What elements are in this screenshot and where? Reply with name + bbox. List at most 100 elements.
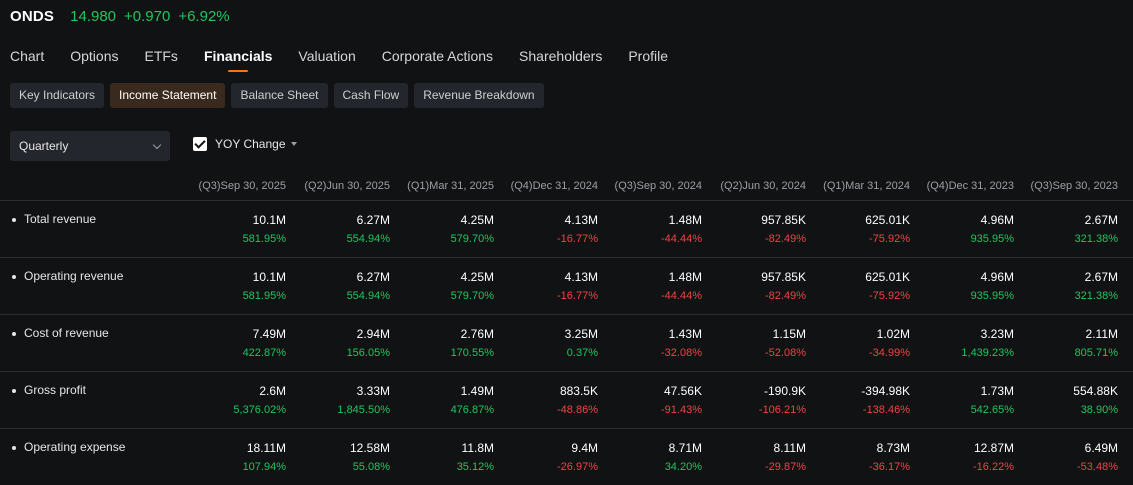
cell-value: 4.25M [460,213,494,227]
cell-yoy-change: -138.46% [862,404,910,416]
cell-value: 12.87M [973,441,1014,455]
tab-profile[interactable]: Profile [628,48,669,64]
cell-value: 2.67M [1084,270,1118,284]
cell-value: 4.96M [980,213,1014,227]
cell-yoy-change: -91.43% [661,404,702,416]
chevron-down-icon [152,140,162,150]
cell-value: 3.33M [356,384,390,398]
cell-yoy-change: 34.20% [664,461,702,473]
cell-value: 47.56K [663,384,702,398]
bullet-icon [12,275,16,279]
cell-yoy-change: -36.17% [869,461,910,473]
cell-value: 2.94M [356,327,390,341]
cell-yoy-change: 579.70% [450,233,494,245]
table-row[interactable]: Total revenue 10.1M 581.95% 6.27M 554.94% 4.2… [0,201,1133,258]
cell-value: 11.8M [461,441,494,455]
cell-yoy-change: 55.08% [352,461,390,473]
cell-value: 4.25M [460,270,494,284]
column-header: (Q3)Sep 30, 2024 [614,180,702,192]
cell-yoy-change: -75.92% [869,290,910,302]
cell-yoy-change: -16.22% [973,461,1014,473]
cell-value: 12.58M [349,441,390,455]
cell-value: 18.11M [246,441,286,455]
column-header: (Q1)Mar 31, 2024 [823,180,910,192]
tab-chart[interactable]: Chart [10,48,45,64]
tab-shareholders[interactable]: Shareholders [519,48,603,64]
table-row[interactable]: Gross profit 2.6M 5,376.02% 3.33M 1,845.50% 1… [0,372,1133,429]
subtab-revenue-breakdown[interactable]: Revenue Breakdown [414,83,544,108]
cell-yoy-change: 321.38% [1074,233,1118,245]
cell-yoy-change: -44.44% [661,233,702,245]
cell-yoy-change: -106.21% [758,404,806,416]
cell-yoy-change: 156.05% [346,347,390,359]
cell-value: 2.11M [1085,327,1118,341]
column-header: (Q2)Jun 30, 2024 [720,180,806,192]
cell-yoy-change: 1,845.50% [337,404,390,416]
cell-value: 2.76M [460,327,494,341]
caret-down-icon[interactable] [290,142,297,146]
cell-yoy-change: 805.71% [1074,347,1118,359]
cell-value: 957.85K [761,270,806,284]
table-row[interactable]: Operating expense 18.11M 107.94% 12.58M 55.0… [0,429,1133,485]
cell-yoy-change: 321.38% [1074,290,1118,302]
cell-yoy-change: -44.44% [661,290,702,302]
cell-yoy-change: -82.49% [765,290,806,302]
cell-yoy-change: 935.95% [970,233,1014,245]
bullet-icon [12,332,16,336]
cell-value: 957.85K [761,213,806,227]
subtab-income-statement[interactable]: Income Statement [110,83,226,108]
tab-corporate-actions[interactable]: Corporate Actions [381,48,494,64]
cell-value: 8.11M [773,441,806,455]
subtab-cash-flow[interactable]: Cash Flow [333,83,409,108]
cell-yoy-change: -53.48% [1077,461,1118,473]
bullet-icon [12,218,16,222]
subtab-balance-sheet[interactable]: Balance Sheet [231,83,328,108]
cell-value: 3.25M [564,327,598,341]
cell-yoy-change: 422.87% [242,347,286,359]
row-label: Operating expense [24,440,126,454]
cell-yoy-change: 0.37% [566,347,598,359]
tab-etfs[interactable]: ETFs [144,48,178,64]
column-header: (Q4)Dec 31, 2023 [926,180,1014,192]
cell-value: 7.49M [252,327,286,341]
cell-yoy-change: 107.94% [242,461,286,473]
ticker-header: ONDS 14.980 +0.970 +6.92% [10,8,230,28]
cell-value: 6.27M [356,270,390,284]
cell-value: 4.96M [980,270,1014,284]
period-select[interactable]: Quarterly [10,131,170,161]
cell-value: 6.49M [1084,441,1118,455]
row-label: Gross profit [24,383,87,397]
cell-yoy-change: -75.92% [869,233,910,245]
cell-value: -394.98K [861,384,910,398]
yoy-change-toggle[interactable]: YOY Change [193,137,297,151]
cell-yoy-change: -16.77% [557,233,598,245]
row-label: Cost of revenue [24,326,109,340]
cell-value: 625.01K [865,270,910,284]
cell-yoy-change: -48.86% [557,404,598,416]
row-label: Operating revenue [24,269,124,283]
yoy-checkbox[interactable] [193,137,207,151]
tab-financials[interactable]: Financials [194,46,282,68]
cell-value: 8.71M [668,441,702,455]
cell-value: 10.1M [252,213,286,227]
table-row[interactable]: Operating revenue 10.1M 581.95% 6.27M 554.94… [0,258,1133,315]
cell-value: 2.67M [1084,213,1118,227]
table-row[interactable]: Cost of revenue 7.49M 422.87% 2.94M 156.05% 2… [0,315,1133,372]
cell-value: 9.4M [571,441,598,455]
cell-yoy-change: 554.94% [346,233,390,245]
cell-yoy-change: -26.97% [557,461,598,473]
ticker-price: 14.980 [70,8,117,25]
column-header: (Q1)Mar 31, 2025 [407,180,494,192]
tab-options[interactable]: Options [70,48,119,64]
cell-yoy-change: -32.08% [661,347,702,359]
subtab-key-indicators[interactable]: Key Indicators [10,83,105,108]
column-header: (Q4)Dec 31, 2024 [510,180,598,192]
main-tabs: Chart Options ETFs Financials Valuation Corpo… [0,46,684,72]
cell-value: 1.15M [772,327,806,341]
tab-valuation[interactable]: Valuation [298,48,356,64]
cell-yoy-change: -82.49% [765,233,806,245]
column-header: (Q2)Jun 30, 2025 [304,180,390,192]
cell-value: 8.73M [876,441,910,455]
cell-value: 1.02M [876,327,910,341]
